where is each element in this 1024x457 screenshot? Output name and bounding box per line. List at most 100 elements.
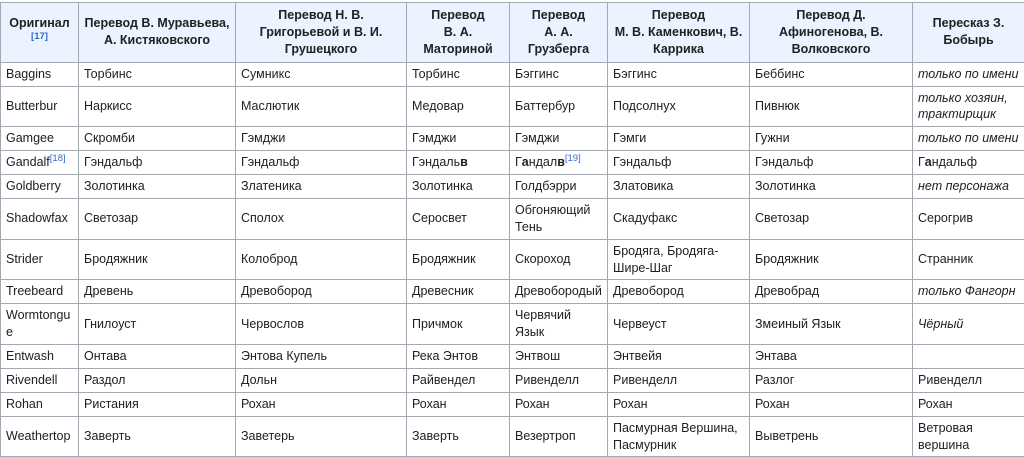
- cell-text: Пивнюк: [755, 99, 799, 113]
- cell-text: а: [522, 155, 529, 169]
- original-name-cell: Strider: [1, 239, 79, 280]
- cell-text: Дольн: [241, 373, 277, 387]
- cell-text: Древобород: [613, 284, 684, 298]
- translation-cell: Наркисс: [79, 86, 236, 127]
- cell-text: Заветерь: [241, 429, 295, 443]
- translation-cell: Древобород: [608, 280, 750, 304]
- cell-text: только по имени: [918, 67, 1019, 81]
- cell-text: Strider: [6, 252, 43, 266]
- cell-text: Перевод Д. Афиногенова, В. Волковского: [779, 8, 883, 56]
- cell-text: Гэндальф: [613, 155, 671, 169]
- ref-link[interactable]: [19]: [565, 153, 581, 164]
- original-name-cell: Gandalf[18]: [1, 151, 79, 175]
- cell-text: только Фангорн: [918, 284, 1015, 298]
- cell-text: Скадуфакс: [613, 211, 677, 225]
- translation-cell: Ривенделл: [913, 368, 1024, 392]
- translation-cell: Сполох: [236, 198, 407, 239]
- translation-cell: Баттербур: [510, 86, 608, 127]
- translation-cell: Бэггинс: [510, 62, 608, 86]
- cell-text: А. А. Грузберга: [528, 25, 589, 56]
- cell-text: Златовика: [613, 179, 673, 193]
- translation-cell: Заверть: [407, 416, 510, 457]
- cell-text: Rohan: [6, 397, 43, 411]
- cell-text: Бродяжник: [84, 252, 148, 266]
- cell-text: Бродяжник: [755, 252, 819, 266]
- translation-cell: Золотинка: [750, 175, 913, 199]
- original-name-cell: Butterbur: [1, 86, 79, 127]
- translation-cell: Гэндальф: [236, 151, 407, 175]
- translation-cell: Златеника: [236, 175, 407, 199]
- cell-text: Скромби: [84, 131, 135, 145]
- cell-text: Рохан: [515, 397, 550, 411]
- translation-cell: Голдбэрри: [510, 175, 608, 199]
- cell-text: Энтава: [755, 349, 797, 363]
- cell-text: Энтова Купель: [241, 349, 327, 363]
- cell-text: Чёрный: [918, 317, 963, 331]
- cell-text: Перевод: [652, 8, 705, 22]
- cell-text: Обгоняющий Тень: [515, 203, 590, 234]
- translation-cell: Торбинс: [79, 62, 236, 86]
- translation-cell: Сумникс: [236, 62, 407, 86]
- translation-cell: Странник: [913, 239, 1024, 280]
- cell-text: Гужни: [755, 131, 790, 145]
- cell-text: Перевод Н. В. Григорьевой и В. И. Грушец…: [260, 8, 383, 56]
- translation-cell: Заверть: [79, 416, 236, 457]
- cell-text: Заверть: [84, 429, 131, 443]
- cell-text: Торбинс: [84, 67, 132, 81]
- cell-text: Колоброд: [241, 252, 297, 266]
- translation-cell: Золотинка: [407, 175, 510, 199]
- cell-text: Сполох: [241, 211, 284, 225]
- cell-text: Г: [515, 155, 522, 169]
- translation-cell: Древень: [79, 280, 236, 304]
- cell-text: Перевод В. Муравьева, А. Кистяковского: [85, 16, 230, 47]
- cell-text: Гэмджи: [412, 131, 456, 145]
- translation-cell: Бродяжник: [407, 239, 510, 280]
- translation-cell: Золотинка: [79, 175, 236, 199]
- column-header-afinogenov: Перевод Д. Афиногенова, В. Волковского: [750, 3, 913, 63]
- cell-text: только по имени: [918, 131, 1019, 145]
- translation-cell: Заветерь: [236, 416, 407, 457]
- header-row: Оригинал[17]Перевод В. Муравьева, А. Кис…: [1, 3, 1024, 63]
- translation-cell: только хозяин, трактирщик: [913, 86, 1024, 127]
- cell-text: Древобород: [241, 284, 312, 298]
- cell-text: Ветровая вершина: [918, 421, 973, 452]
- translation-cell: Торбинс: [407, 62, 510, 86]
- cell-text: Выветрень: [755, 429, 818, 443]
- original-name-cell: Rivendell: [1, 368, 79, 392]
- cell-text: Золотинка: [755, 179, 816, 193]
- original-name-cell: Treebeard: [1, 280, 79, 304]
- translation-cell: Гэндальв: [407, 151, 510, 175]
- cell-text: Рохан: [918, 397, 953, 411]
- cell-text: Древень: [84, 284, 133, 298]
- cell-text: Gamgee: [6, 131, 54, 145]
- cell-text: Серосвет: [412, 211, 467, 225]
- cell-text: Рохан: [412, 397, 447, 411]
- translation-cell: Бэггинс: [608, 62, 750, 86]
- cell-text: Гэмджи: [241, 131, 285, 145]
- ref-link[interactable]: [18]: [50, 153, 66, 164]
- cell-text: Древесник: [412, 284, 473, 298]
- translation-cell: Гэндальф: [750, 151, 913, 175]
- cell-text: Разлог: [755, 373, 794, 387]
- cell-text: Перевод: [431, 8, 484, 22]
- translation-cell: Рохан: [407, 392, 510, 416]
- translation-cell: Гужни: [750, 127, 913, 151]
- translation-cell: Энтвош: [510, 345, 608, 369]
- translation-cell: нет персонажа: [913, 175, 1024, 199]
- translation-cell: Река Энтов: [407, 345, 510, 369]
- cell-text: Река Энтов: [412, 349, 478, 363]
- translation-cell: только по имени: [913, 62, 1024, 86]
- cell-text: Гнилоуст: [84, 317, 136, 331]
- translation-cell: Причмок: [407, 304, 510, 345]
- cell-text: Пересказ З. Бобырь: [933, 16, 1005, 47]
- cell-text: Энтвейя: [613, 349, 662, 363]
- ref-link[interactable]: [17]: [31, 31, 48, 42]
- cell-text: Червослов: [241, 317, 304, 331]
- cell-text: Shadowfax: [6, 211, 68, 225]
- translation-cell: Серогрив: [913, 198, 1024, 239]
- translation-cell: Серосвет: [407, 198, 510, 239]
